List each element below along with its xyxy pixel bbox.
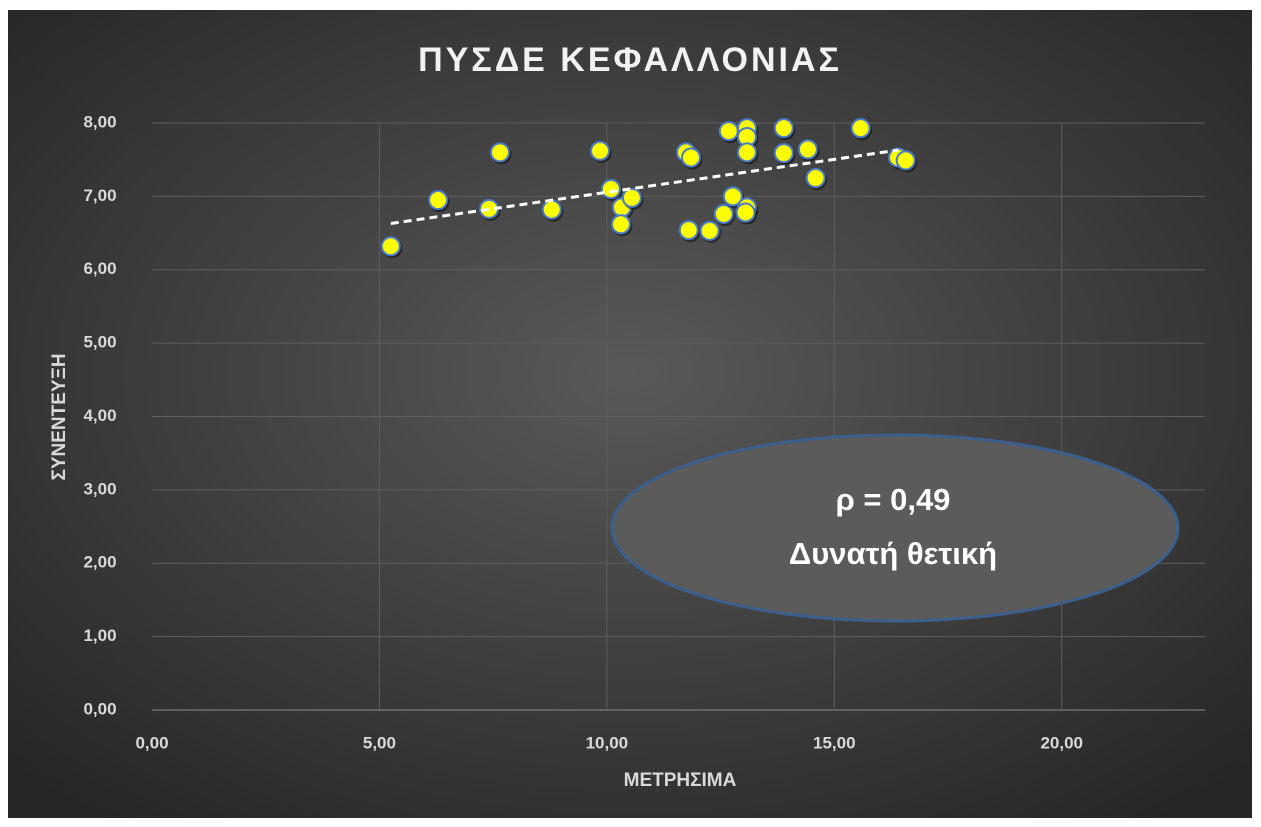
annotation-ellipse (610, 433, 1180, 623)
y-tick-label: 4,00 (83, 406, 116, 425)
point (736, 142, 757, 163)
point (773, 118, 794, 139)
point (621, 187, 642, 208)
x-tick-label: 5,00 (363, 733, 396, 752)
point (773, 143, 794, 164)
chart-title: ΠΥΣΔΕ ΚΕΦΑΛΛΟΝΙΑΣ (418, 41, 842, 79)
point (850, 118, 871, 139)
point (735, 202, 756, 223)
y-axis-label: ΣΥΝΕΝΤΕΥΞΗ (49, 353, 70, 480)
point (722, 186, 743, 207)
point (610, 214, 631, 235)
point (590, 140, 611, 161)
point (713, 203, 734, 224)
point (428, 190, 449, 211)
y-tick-label: 7,00 (83, 186, 116, 205)
annotation-text: Δυνατή θετική (789, 536, 997, 571)
y-tick-label: 0,00 (83, 699, 116, 718)
point (489, 142, 510, 163)
chart-background (8, 10, 1252, 818)
trendline (390, 148, 899, 226)
x-axis-label: ΜΕΤΡΗΣΙΜΑ (624, 770, 737, 791)
point (678, 220, 699, 241)
x-tick-label: 20,00 (1040, 733, 1083, 752)
point (895, 150, 916, 171)
point (541, 199, 562, 220)
y-tick-label: 6,00 (83, 259, 116, 278)
point (380, 236, 401, 257)
point (797, 139, 818, 160)
y-tick-label: 1,00 (83, 626, 116, 645)
y-tick-label: 2,00 (83, 553, 116, 572)
point (805, 168, 826, 189)
x-tick-label: 0,00 (135, 733, 168, 752)
point (699, 220, 720, 241)
point (718, 121, 739, 142)
point (600, 179, 621, 200)
y-tick-label: 3,00 (83, 479, 116, 498)
annotation-text: ρ = 0,49 (836, 482, 951, 517)
x-tick-label: 15,00 (813, 733, 856, 752)
y-tick-label: 5,00 (83, 333, 116, 352)
x-tick-label: 10,00 (586, 733, 629, 752)
y-tick-label: 8,00 (83, 112, 116, 131)
point (681, 147, 702, 168)
